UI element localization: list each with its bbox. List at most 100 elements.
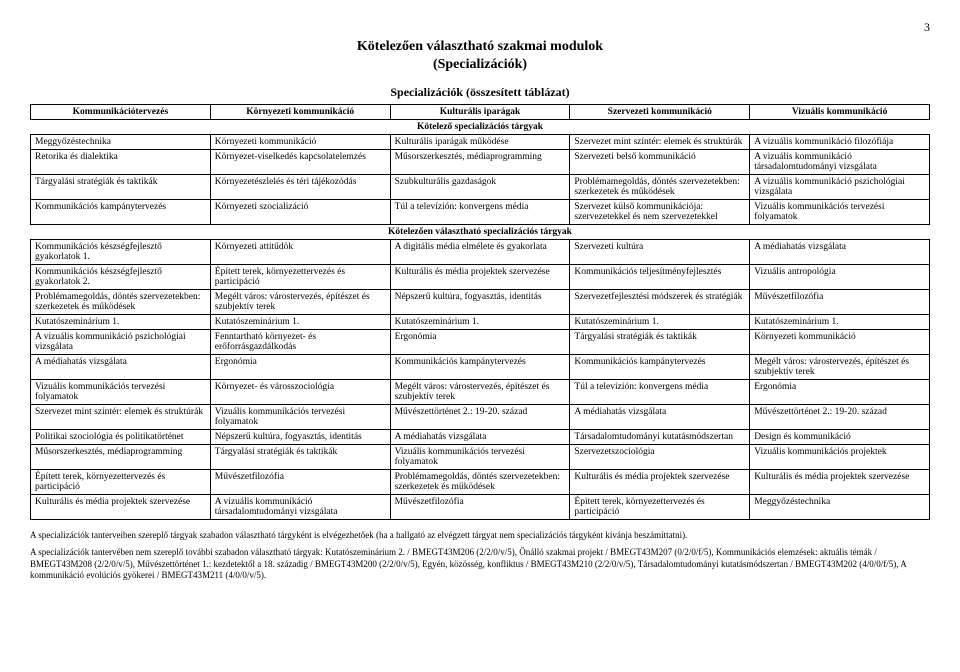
cell: Fenntartható környezet- és erőforrásgazd… xyxy=(210,330,390,355)
cell: Túl a televízión: konvergens média xyxy=(390,200,570,225)
cell: A médiahatás vizsgálata xyxy=(750,240,930,265)
table-row: Kommunikációs készségfejlesztő gyakorlat… xyxy=(31,265,930,290)
table-row: Szervezet mint színtér: elemek és strukt… xyxy=(31,405,930,430)
cell: Ergonómia xyxy=(210,355,390,380)
cell: Kommunikációs kampánytervezés xyxy=(31,200,211,225)
cell: Vizuális kommunikációs tervezési folyama… xyxy=(390,445,570,470)
table-row: Problémamegoldás, döntés szervezetekben:… xyxy=(31,290,930,315)
cell: A vizuális kommunikáció filozófiája xyxy=(750,135,930,150)
cell: Szervezeti belső kommunikáció xyxy=(570,150,750,175)
table-row: Politikai szociológia és politikatörténe… xyxy=(31,430,930,445)
column-headers-row: Kommunikációtervezés Környezeti kommunik… xyxy=(31,105,930,120)
cell: A médiahatás vizsgálata xyxy=(390,430,570,445)
cell: Környezeti kommunikáció xyxy=(750,330,930,355)
cell: Művészettörténet 2.: 19-20. század xyxy=(750,405,930,430)
table-row: A vizuális kommunikáció pszichológiai vi… xyxy=(31,330,930,355)
cell: Szervezeti kultúra xyxy=(570,240,750,265)
table-row: Kommunikációs készségfejlesztő gyakorlat… xyxy=(31,240,930,265)
footnote-1: A specializációk tanterveiben szereplő t… xyxy=(30,530,930,541)
cell: Retorika és dialektika xyxy=(31,150,211,175)
cell: Problémamegoldás, döntés szervezetekben:… xyxy=(390,470,570,495)
cell: Kutatószeminárium 1. xyxy=(31,315,211,330)
cell: Tárgyalási stratégiák és taktikák xyxy=(570,330,750,355)
specializations-table: Kommunikációtervezés Környezeti kommunik… xyxy=(30,104,930,520)
cell: Tárgyalási stratégiák és taktikák xyxy=(31,175,211,200)
cell: Megélt város: várostervezés, építészet é… xyxy=(390,380,570,405)
cell: Szervezet mint színtér: elemek és strukt… xyxy=(570,135,750,150)
cell: Meggyőzéstechnika xyxy=(750,495,930,520)
cell: Vizuális antropológia xyxy=(750,265,930,290)
cell: Környezeti kommunikáció xyxy=(210,135,390,150)
cell: Szubkulturális gazdaságok xyxy=(390,175,570,200)
cell: Társadalomtudományi kutatásmódszertan xyxy=(570,430,750,445)
mandatory-band-label: Kötelező specializációs tárgyak xyxy=(31,120,930,135)
cell: Szervezetfejlesztési módszerek és straté… xyxy=(570,290,750,315)
cell: Művészettörténet 2.: 19-20. század xyxy=(390,405,570,430)
cell: A vizuális kommunikáció társadalomtudomá… xyxy=(750,150,930,175)
cell: Művészetfilozófia xyxy=(390,495,570,520)
cell: Túl a televízión: konvergens média xyxy=(570,380,750,405)
cell: Népszerű kultúra, fogyasztás, identitás xyxy=(210,430,390,445)
cell: Környezeti attitűdök xyxy=(210,240,390,265)
cell: Vizuális kommunikációs tervezési folyama… xyxy=(210,405,390,430)
cell: Megélt város: várostervezés, építészet é… xyxy=(750,355,930,380)
overview-title: Specializációk (összesített táblázat) xyxy=(30,85,930,100)
cell: Szervezetszociológia xyxy=(570,445,750,470)
cell: A vizuális kommunikáció pszichológiai vi… xyxy=(31,330,211,355)
col-header: Környezeti kommunikáció xyxy=(210,105,390,120)
cell: Épített terek, környezettervezés és part… xyxy=(210,265,390,290)
cell: Ergonómia xyxy=(390,330,570,355)
cell: Kutatószeminárium 1. xyxy=(570,315,750,330)
cell: Művészetfilozófia xyxy=(750,290,930,315)
cell: A vizuális kommunikáció pszichológiai vi… xyxy=(750,175,930,200)
cell: Kulturális és média projektek szervezése xyxy=(390,265,570,290)
col-header: Vizuális kommunikáció xyxy=(750,105,930,120)
table-row: Kommunikációs kampánytervezés Környezeti… xyxy=(31,200,930,225)
cell: Környezetészlelés és téri tájékozódás xyxy=(210,175,390,200)
table-row: Műsorszerkesztés, médiaprogramming Tárgy… xyxy=(31,445,930,470)
cell: Kulturális és média projektek szervezése xyxy=(750,470,930,495)
cell: Népszerű kultúra, fogyasztás, identitás xyxy=(390,290,570,315)
col-header: Kulturális iparágak xyxy=(390,105,570,120)
cell: Vizuális kommunikációs projektek xyxy=(750,445,930,470)
cell: Kutatószeminárium 1. xyxy=(750,315,930,330)
cell: Kulturális iparágak működése xyxy=(390,135,570,150)
cell: Műsorszerkesztés, médiaprogramming xyxy=(31,445,211,470)
page-title-line1: Kötelezően választható szakmai modulok xyxy=(30,39,930,55)
col-header: Kommunikációtervezés xyxy=(31,105,211,120)
table-row: Retorika és dialektika Környezet-viselke… xyxy=(31,150,930,175)
cell: Problémamegoldás, döntés szervezetekben:… xyxy=(31,290,211,315)
cell: Szervezet mint színtér: elemek és strukt… xyxy=(31,405,211,430)
cell: Szervezet külső kommunikációja: szerveze… xyxy=(570,200,750,225)
cell: Vizuális kommunikációs tervezési folyama… xyxy=(31,380,211,405)
col-header: Szervezeti kommunikáció xyxy=(570,105,750,120)
page-number: 3 xyxy=(30,20,930,35)
cell: Művészetfilozófia xyxy=(210,470,390,495)
cell: Kommunikációs kampánytervezés xyxy=(390,355,570,380)
cell: Ergonómia xyxy=(750,380,930,405)
table-row: Épített terek, környezettervezés és part… xyxy=(31,470,930,495)
cell: Kommunikációs készségfejlesztő gyakorlat… xyxy=(31,265,211,290)
cell: A médiahatás vizsgálata xyxy=(31,355,211,380)
table-row: Vizuális kommunikációs tervezési folyama… xyxy=(31,380,930,405)
cell: Épített terek, környezettervezés és part… xyxy=(570,495,750,520)
table-row: Tárgyalási stratégiák és taktikák Környe… xyxy=(31,175,930,200)
elective-band: Kötelezően választható specializációs tá… xyxy=(31,225,930,240)
cell: Megélt város: várostervezés, építészet é… xyxy=(210,290,390,315)
cell: Meggyőzéstechnika xyxy=(31,135,211,150)
table-row: Meggyőzéstechnika Környezeti kommunikáci… xyxy=(31,135,930,150)
mandatory-band: Kötelező specializációs tárgyak xyxy=(31,120,930,135)
cell: Tárgyalási stratégiák és taktikák xyxy=(210,445,390,470)
table-row: Kutatószeminárium 1. Kutatószeminárium 1… xyxy=(31,315,930,330)
elective-band-label: Kötelezően választható specializációs tá… xyxy=(31,225,930,240)
table-row: A médiahatás vizsgálata Ergonómia Kommun… xyxy=(31,355,930,380)
cell: Kulturális és média projektek szervezése xyxy=(570,470,750,495)
cell: A vizuális kommunikáció társadalomtudomá… xyxy=(210,495,390,520)
footnote-2: A specializációk tantervében nem szerepl… xyxy=(30,547,930,581)
cell: Problémamegoldás, döntés szervezetekben:… xyxy=(570,175,750,200)
cell: Épített terek, környezettervezés és part… xyxy=(31,470,211,495)
cell: A digitális média elmélete és gyakorlata xyxy=(390,240,570,265)
cell: Politikai szociológia és politikatörténe… xyxy=(31,430,211,445)
cell: Környezet- és városszociológia xyxy=(210,380,390,405)
cell: Kulturális és média projektek szervezése xyxy=(31,495,211,520)
